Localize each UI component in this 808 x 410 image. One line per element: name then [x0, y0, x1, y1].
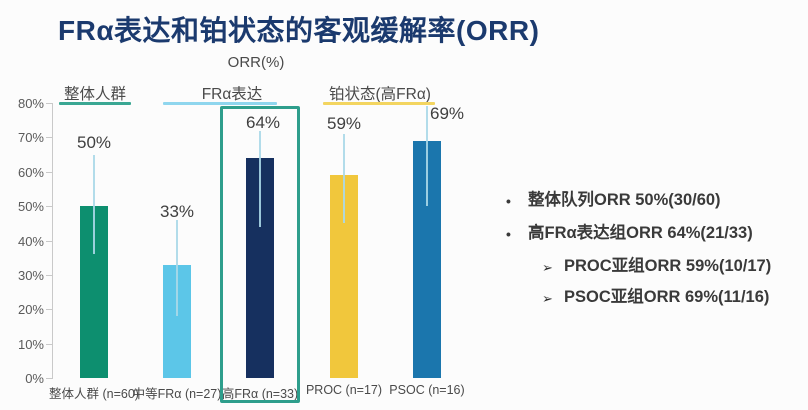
- group-underline: [163, 102, 277, 105]
- group-label: FRα表达: [201, 86, 263, 103]
- y-axis-tick-label: 40%: [17, 233, 44, 249]
- error-bar: [343, 133, 345, 224]
- bar-value-label: 69%: [429, 104, 465, 124]
- highlight-box: [220, 106, 300, 403]
- y-axis-tick: [46, 240, 53, 242]
- y-axis-tick: [46, 309, 53, 311]
- y-axis-tick-label: 10%: [17, 336, 44, 352]
- y-axis-tick: [46, 378, 53, 379]
- bar-value-label: 64%: [245, 112, 281, 132]
- group-label: 整体人群: [63, 86, 126, 103]
- error-bar: [259, 130, 261, 227]
- x-axis-category-label: 高FRα (n=33): [221, 387, 299, 401]
- dot-bullet-icon: •: [506, 226, 511, 242]
- x-axis-category-label: 整体人群 (n=60): [49, 387, 139, 401]
- dot-bullet-icon: •: [506, 193, 511, 209]
- y-axis-tick-label: 80%: [17, 96, 44, 111]
- y-axis-tick-label: 20%: [17, 302, 44, 318]
- note-text: PROC亚组ORR 59%(10/17): [564, 257, 772, 275]
- chart-title: ORR(%): [227, 54, 285, 71]
- y-axis-tick-label: 50%: [17, 199, 44, 215]
- summary-notes: • 整体队列ORR 50%(30/60) • 高FRα表达组ORR 64%(21/33…: [506, 191, 806, 319]
- bar-value-label: 50%: [76, 132, 112, 152]
- group-label: 铂状态(高FRα): [329, 86, 431, 103]
- y-axis-tick-label: 60%: [17, 164, 44, 180]
- y-axis-tick: [46, 137, 53, 139]
- note-item: • 高FRα表达组ORR 64%(21/33): [506, 224, 806, 244]
- y-axis-tick: [46, 206, 53, 208]
- note-sub-item: ➢ PSOC亚组ORR 69%(11/16): [506, 288, 806, 308]
- bar-value-label: 59%: [326, 113, 362, 133]
- arrow-bullet-icon: ➢: [542, 260, 553, 275]
- group-underline: [323, 102, 435, 105]
- x-axis-category-label: PROC (n=17): [305, 383, 383, 397]
- error-bar: [426, 106, 428, 207]
- note-text: 整体队列ORR 50%(30/60): [528, 191, 721, 209]
- y-axis-tick: [46, 171, 53, 173]
- x-axis-category-label: 中等FRα (n=27): [132, 387, 222, 401]
- y-axis-tick-label: 0%: [25, 371, 44, 386]
- y-axis-tick: [46, 103, 53, 104]
- y-axis-tick: [46, 274, 53, 276]
- orr-bar-chart: ORR(%) 0% 10% 20% 30% 40% 50% 60% 70% 80% 整体人群 FRα…: [17, 54, 465, 403]
- y-axis-tick-label: 70%: [17, 130, 44, 146]
- group-underline: [59, 102, 131, 105]
- bar-value-label: 33%: [159, 201, 195, 221]
- x-axis-category-label: PSOC (n=16): [389, 383, 465, 397]
- error-bar: [176, 219, 178, 317]
- note-item: • 整体队列ORR 50%(30/60): [506, 191, 806, 211]
- error-bar: [93, 154, 95, 255]
- y-axis-tick-label: 30%: [17, 267, 44, 283]
- page-title: FRα表达和铂状态的客观缓解率(ORR): [58, 15, 540, 46]
- note-sub-item: ➢ PROC亚组ORR 59%(10/17): [506, 257, 806, 277]
- note-text: PSOC亚组ORR 69%(11/16): [564, 288, 770, 306]
- note-text: 高FRα表达组ORR 64%(21/33): [528, 224, 753, 242]
- y-axis-tick: [46, 343, 53, 345]
- arrow-bullet-icon: ➢: [542, 291, 553, 306]
